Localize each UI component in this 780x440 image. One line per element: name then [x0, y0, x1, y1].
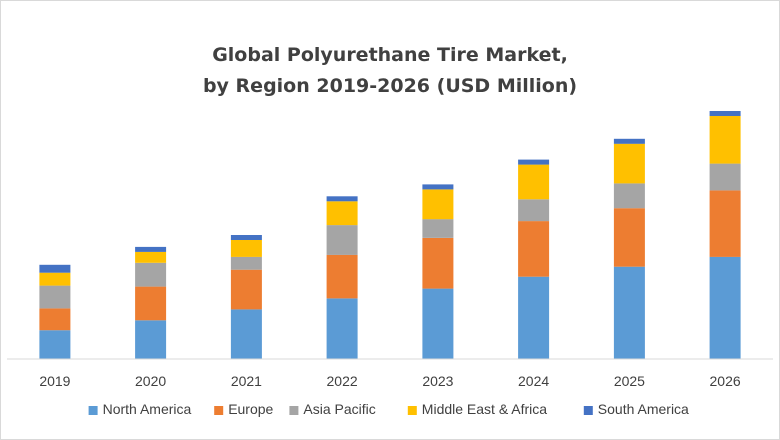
x-tick-label: 2023 [422, 373, 453, 389]
bar-south-america-2025 [613, 138, 645, 144]
bar-middle-east-and-africa-2021 [230, 240, 262, 257]
legend-label-middle-east-and-africa: Middle East & Africa [422, 401, 547, 417]
bar-europe-2022 [326, 254, 358, 299]
legend-item-asia-pacific: Asia Pacific [289, 401, 376, 417]
bar-asia-pacific-2026 [709, 163, 741, 191]
bar-asia-pacific-2023 [422, 219, 454, 238]
x-tick-label: 2022 [327, 373, 358, 389]
bar-south-america-2021 [230, 235, 262, 240]
bar-south-america-2019 [39, 264, 71, 273]
bar-middle-east-and-africa-2020 [135, 251, 167, 263]
bar-middle-east-and-africa-2024 [518, 164, 550, 200]
bar-south-america-2023 [422, 184, 454, 190]
legend-item-north-america: North America [88, 401, 192, 417]
legend-swatch-asia-pacific [289, 406, 299, 415]
bar-middle-east-and-africa-2022 [326, 201, 358, 226]
bar-europe-2026 [709, 190, 741, 257]
bar-south-america-2026 [709, 111, 741, 116]
bar-north-america-2022 [326, 298, 358, 359]
bar-north-america-2023 [422, 288, 454, 359]
chart-title-line-2: by Region 2019-2026 (USD Million) [203, 75, 577, 97]
x-tick-label: 2024 [518, 373, 549, 389]
x-tick-label: 2019 [39, 373, 70, 389]
x-tick-labels: 2019 2020 2021 2022 2023 2024 2025 2026 [39, 373, 741, 389]
bar-asia-pacific-2024 [518, 199, 550, 222]
legend-swatch-south-america [583, 406, 593, 415]
x-tick-label: 2021 [231, 373, 262, 389]
bar-north-america-2020 [135, 320, 167, 359]
bar-middle-east-and-africa-2019 [39, 272, 71, 286]
bar-europe-2020 [135, 286, 167, 321]
legend-label-south-america: South America [598, 401, 689, 417]
legend-swatch-middle-east-and-africa [407, 406, 417, 415]
bar-north-america-2025 [613, 266, 645, 359]
legend-swatch-north-america [88, 406, 98, 415]
legend-item-south-america: South America [583, 401, 689, 417]
bar-north-america-2019 [39, 330, 71, 359]
bar-asia-pacific-2021 [230, 256, 262, 270]
legend-label-asia-pacific: Asia Pacific [303, 401, 375, 417]
legend-item-europe: Europe [214, 401, 274, 417]
chart-title-line-1: Global Polyurethane Tire Market, [212, 44, 568, 66]
bar-europe-2021 [230, 269, 262, 310]
x-tick-label: 2026 [710, 373, 741, 389]
legend-label-north-america: North America [103, 401, 192, 417]
x-tick-label: 2020 [135, 373, 166, 389]
legend-label-europe: Europe [228, 401, 273, 417]
bars-group [39, 111, 741, 359]
bar-europe-2024 [518, 221, 550, 277]
bar-south-america-2022 [326, 196, 358, 202]
bar-asia-pacific-2022 [326, 225, 358, 255]
bar-europe-2019 [39, 308, 71, 331]
x-tick-label: 2025 [614, 373, 645, 389]
bar-middle-east-and-africa-2025 [613, 143, 645, 184]
bar-asia-pacific-2019 [39, 285, 71, 309]
legend-swatch-europe [214, 406, 224, 415]
bar-asia-pacific-2025 [613, 183, 645, 209]
bar-south-america-2020 [135, 246, 167, 252]
bar-middle-east-and-africa-2026 [709, 116, 741, 164]
bar-asia-pacific-2020 [135, 262, 167, 287]
bar-south-america-2024 [518, 159, 550, 165]
bar-north-america-2026 [709, 256, 741, 359]
bar-europe-2023 [422, 238, 454, 289]
bar-europe-2025 [613, 208, 645, 267]
bar-north-america-2024 [518, 276, 550, 359]
bar-north-america-2021 [230, 309, 262, 359]
bar-middle-east-and-africa-2023 [422, 189, 454, 220]
legend: North America Europe Asia Pacific Middle Ea… [88, 401, 689, 417]
legend-item-middle-east-and-africa: Middle East & Africa [407, 401, 547, 417]
